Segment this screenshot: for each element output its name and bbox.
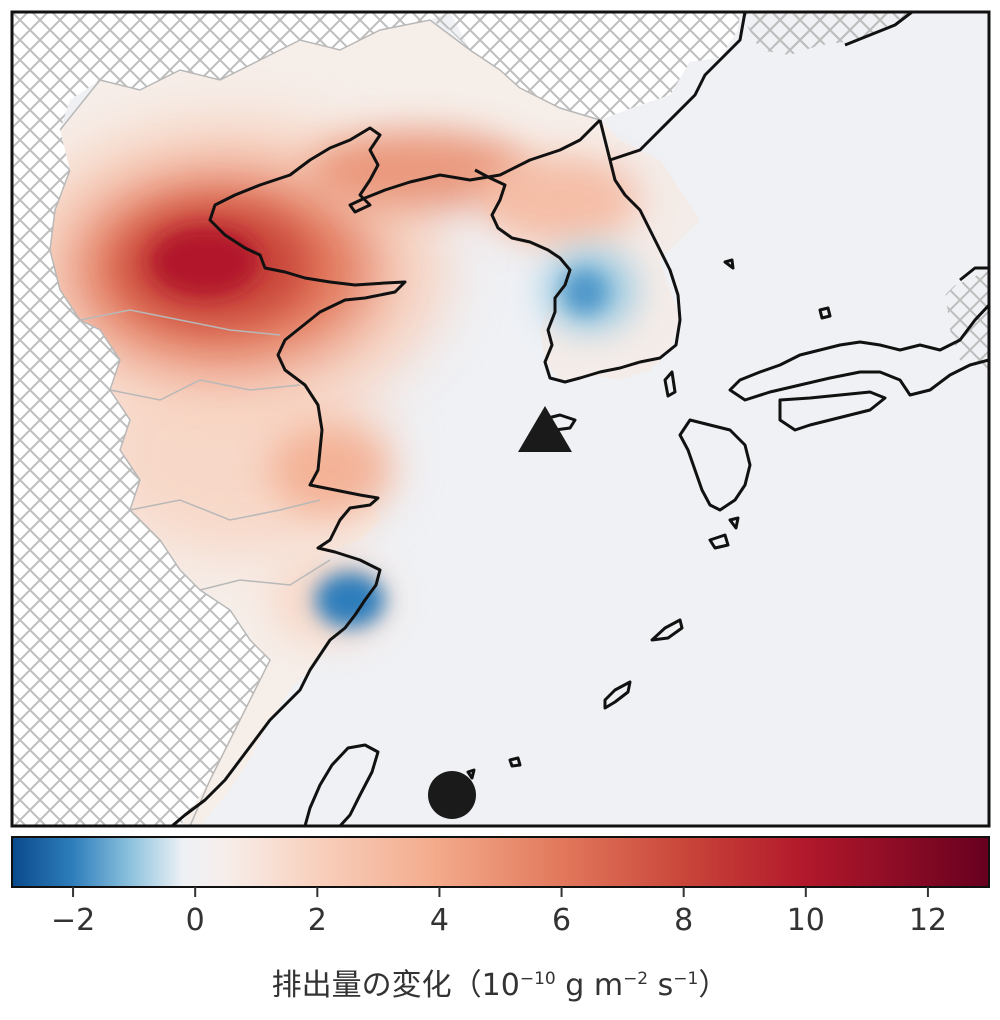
colorbar-ticks — [72, 887, 929, 897]
colorbar-tick-label: 0 — [185, 903, 205, 938]
observation-site-circle-marker — [428, 771, 476, 819]
colorbar-gradient-bar — [11, 836, 990, 888]
colorbar-tick-label: 2 — [307, 903, 327, 938]
province-borders — [49, 19, 601, 826]
colorbar-tick-label: 8 — [674, 903, 694, 938]
legend-unit-g: g m — [555, 968, 624, 1003]
colorbar-tick-label: 10 — [786, 903, 825, 938]
colorbar-tick-label: 6 — [552, 903, 572, 938]
coastlines — [171, 12, 989, 826]
emission-change-field — [12, 120, 640, 645]
map-frame — [10, 10, 991, 828]
legend-title: 排出量の変化（10−10 g m−2 s−1） — [0, 960, 1000, 1004]
colorbar-tick-label: 4 — [429, 903, 449, 938]
outer-hatch-overlay — [12, 12, 912, 826]
legend-exp-1: −10 — [519, 969, 556, 989]
colorbar-tick-label: −2 — [50, 903, 96, 938]
legend-exp-3: −1 — [673, 969, 699, 989]
observation-site-triangle-marker — [518, 406, 572, 452]
colorbar — [11, 836, 990, 897]
legend-unit-s: s — [648, 968, 674, 1003]
colorbar-tick-label: 12 — [908, 903, 948, 938]
legend-title-end: ） — [698, 968, 729, 1003]
legend-exp-2: −2 — [623, 969, 649, 989]
legend-title-main: 排出量の変化（10 — [271, 968, 520, 1003]
